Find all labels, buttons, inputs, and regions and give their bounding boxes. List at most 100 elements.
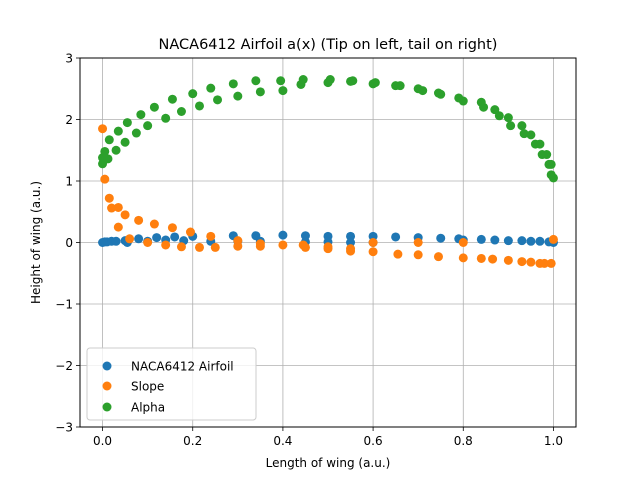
data-point-slope <box>161 240 170 249</box>
data-point-alpha <box>136 110 145 119</box>
data-point-alpha <box>188 89 197 98</box>
y-tick-label: 1 <box>65 175 73 189</box>
data-point-slope <box>114 223 123 232</box>
data-point-slope <box>177 242 186 251</box>
data-point-slope <box>324 244 333 253</box>
data-point-slope <box>143 238 152 247</box>
data-point-slope <box>414 238 423 247</box>
data-point-alpha <box>112 146 121 155</box>
data-point-naca6412-airfoil <box>112 237 121 246</box>
x-axis-label: Length of wing (a.u.) <box>266 456 391 470</box>
legend-label-alpha: Alpha <box>131 401 165 415</box>
data-point-alpha <box>114 127 123 136</box>
data-point-slope <box>393 250 402 259</box>
legend: NACA6412 Airfoil Slope Alpha <box>87 348 256 420</box>
data-point-slope <box>547 259 556 268</box>
data-point-alpha <box>436 90 445 99</box>
data-point-alpha <box>195 101 204 110</box>
data-point-naca6412-airfoil <box>436 234 445 243</box>
x-tick-label: 0.4 <box>273 434 292 448</box>
data-point-alpha <box>547 160 556 169</box>
data-point-naca6412-airfoil <box>278 231 287 240</box>
data-point-slope <box>256 242 265 251</box>
y-tick-label: 3 <box>65 52 73 66</box>
data-point-alpha <box>504 113 513 122</box>
data-point-slope <box>301 243 310 252</box>
data-point-slope <box>134 216 143 225</box>
data-point-alpha <box>177 107 186 116</box>
data-point-naca6412-airfoil <box>490 236 499 245</box>
data-point-alpha <box>326 75 335 84</box>
x-tick-label: 0.6 <box>364 434 383 448</box>
data-point-alpha <box>276 76 285 85</box>
data-point-alpha <box>233 92 242 101</box>
data-point-alpha <box>526 130 535 139</box>
data-point-slope <box>168 223 177 232</box>
data-point-alpha <box>213 95 222 104</box>
data-point-alpha <box>479 103 488 112</box>
x-tick-label: 0.2 <box>183 434 202 448</box>
data-point-alpha <box>396 81 405 90</box>
legend-marker-alpha <box>103 403 112 412</box>
data-point-slope <box>369 247 378 256</box>
data-point-alpha <box>535 140 544 149</box>
y-tick-label: −3 <box>55 421 73 435</box>
data-point-slope <box>105 194 114 203</box>
y-tick-label: −2 <box>55 359 73 373</box>
data-point-alpha <box>251 76 260 85</box>
data-point-alpha <box>161 114 170 123</box>
data-point-alpha <box>143 121 152 130</box>
data-point-alpha <box>105 135 114 144</box>
data-point-slope <box>414 250 423 259</box>
chart-title: NACA6412 Airfoil a(x) (Tip on left, tail… <box>159 37 498 53</box>
x-tick-label: 0.0 <box>93 434 112 448</box>
data-point-alpha <box>150 103 159 112</box>
data-point-alpha <box>103 154 112 163</box>
data-point-naca6412-airfoil <box>170 232 179 241</box>
data-point-slope <box>278 240 287 249</box>
data-point-slope <box>114 203 123 212</box>
data-point-alpha <box>542 150 551 159</box>
data-point-slope <box>549 235 558 244</box>
data-point-alpha <box>299 75 308 84</box>
data-point-slope <box>369 238 378 247</box>
data-point-slope <box>517 257 526 266</box>
data-point-slope <box>504 256 513 265</box>
data-point-slope <box>100 175 109 184</box>
data-point-slope <box>434 252 443 261</box>
data-point-naca6412-airfoil <box>134 234 143 243</box>
x-tick-label: 1.0 <box>544 434 563 448</box>
data-point-alpha <box>168 95 177 104</box>
data-point-slope <box>459 238 468 247</box>
data-point-slope <box>150 220 159 229</box>
data-point-alpha <box>418 86 427 95</box>
data-point-slope <box>526 258 535 267</box>
legend-label-naca6412-airfoil: NACA6412 Airfoil <box>131 360 234 374</box>
data-point-slope <box>477 254 486 263</box>
data-point-slope <box>186 228 195 237</box>
data-point-alpha <box>549 173 558 182</box>
y-axis-label: Height of wing (a.u.) <box>29 181 43 304</box>
data-point-slope <box>125 234 134 243</box>
data-point-alpha <box>229 79 238 88</box>
data-point-slope <box>98 124 107 133</box>
legend-marker-naca6412-airfoil <box>103 362 112 371</box>
data-point-alpha <box>517 121 526 130</box>
data-point-slope <box>459 253 468 262</box>
data-point-alpha <box>206 84 215 93</box>
data-point-slope <box>211 243 220 252</box>
y-tick-label: 2 <box>65 113 73 127</box>
data-point-naca6412-airfoil <box>477 235 486 244</box>
legend-label-slope: Slope <box>131 380 164 394</box>
data-point-alpha <box>278 86 287 95</box>
data-point-alpha <box>495 111 504 120</box>
data-point-alpha <box>348 76 357 85</box>
data-point-alpha <box>121 138 130 147</box>
data-point-slope <box>488 255 497 264</box>
data-point-naca6412-airfoil <box>391 232 400 241</box>
data-point-slope <box>233 242 242 251</box>
data-point-alpha <box>506 121 515 130</box>
data-point-naca6412-airfoil <box>517 236 526 245</box>
data-point-slope <box>121 210 130 219</box>
